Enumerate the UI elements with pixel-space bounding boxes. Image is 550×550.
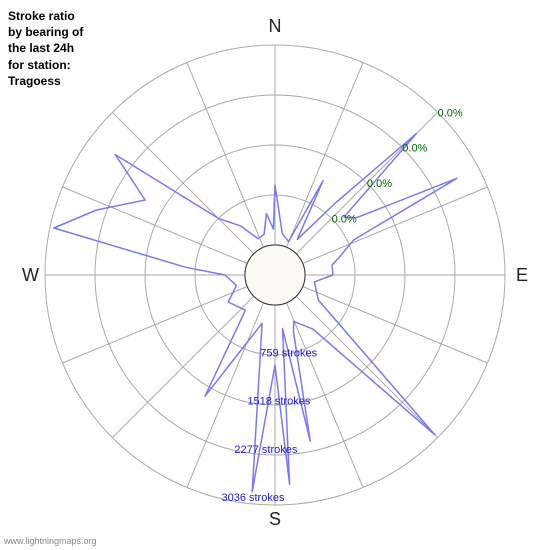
stroke-ring-label: 2277 strokes xyxy=(234,444,297,456)
stroke-ring-label: 1518 strokes xyxy=(247,396,310,408)
ratio-ring-label: 0.0% xyxy=(332,213,357,225)
cardinal-s: S xyxy=(269,509,281,529)
ratio-ring-label: 0.0% xyxy=(367,178,392,190)
polar-chart: N E S W 0.0% 0.0% 0.0% 0.0% 759 strokes 1518 stro… xyxy=(0,0,550,550)
stroke-ring-label: 759 strokes xyxy=(260,347,317,359)
ratio-ring-label: 0.0% xyxy=(438,107,463,119)
ratio-ring-label: 0.0% xyxy=(402,143,427,155)
cardinal-n: N xyxy=(269,16,282,36)
cardinal-w: W xyxy=(22,265,39,285)
stroke-ring-label: 3036 strokes xyxy=(221,492,284,504)
cardinal-e: E xyxy=(516,265,528,285)
